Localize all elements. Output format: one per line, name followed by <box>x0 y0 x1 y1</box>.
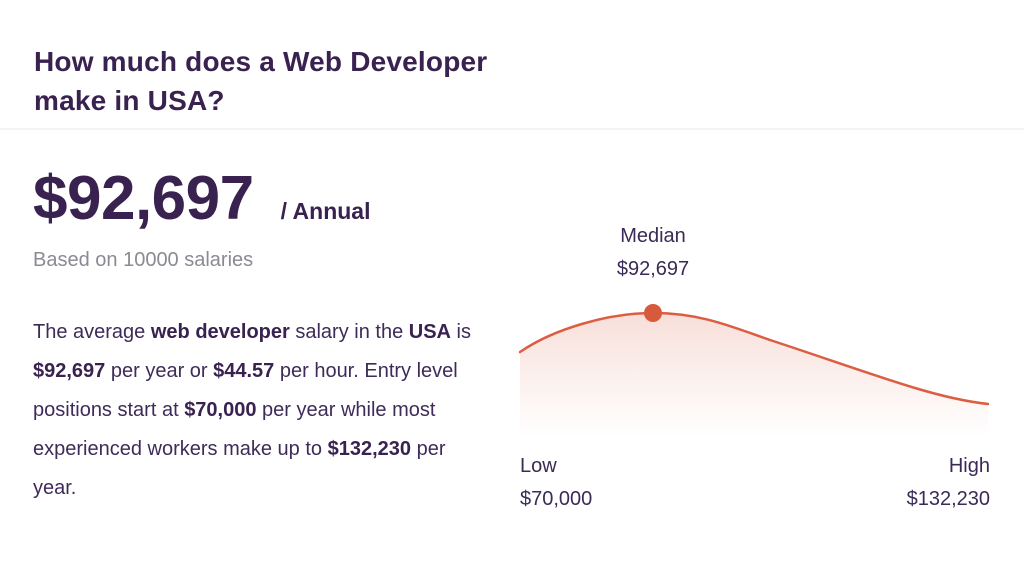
median-dot <box>644 304 662 322</box>
salary-description: The average web developer salary in the … <box>33 321 471 499</box>
median-annotation: Median $92,697 <box>617 220 689 286</box>
salary-period-label: / Annual <box>280 198 371 224</box>
low-label: Low <box>520 455 557 477</box>
high-value: $132,230 <box>906 488 990 510</box>
curve-area <box>520 313 988 436</box>
high-label: High <box>948 455 990 477</box>
low-annotation: Low $70,000 <box>520 450 592 516</box>
low-value: $70,000 <box>520 488 593 510</box>
section-divider <box>0 128 1024 130</box>
high-annotation: High $132,230 <box>907 450 990 516</box>
salary-distribution-chart <box>518 304 990 436</box>
median-value: $92,697 <box>616 258 690 280</box>
salary-amount: $92,697 <box>33 164 254 233</box>
median-label: Median <box>620 225 686 247</box>
curve-line <box>518 311 990 406</box>
salary-sample-size: Based on 10000 salaries <box>33 249 254 271</box>
page-title: How much does a Web Developer make in US… <box>34 46 488 116</box>
salary-summary: $92,697 / Annual <box>33 168 371 230</box>
